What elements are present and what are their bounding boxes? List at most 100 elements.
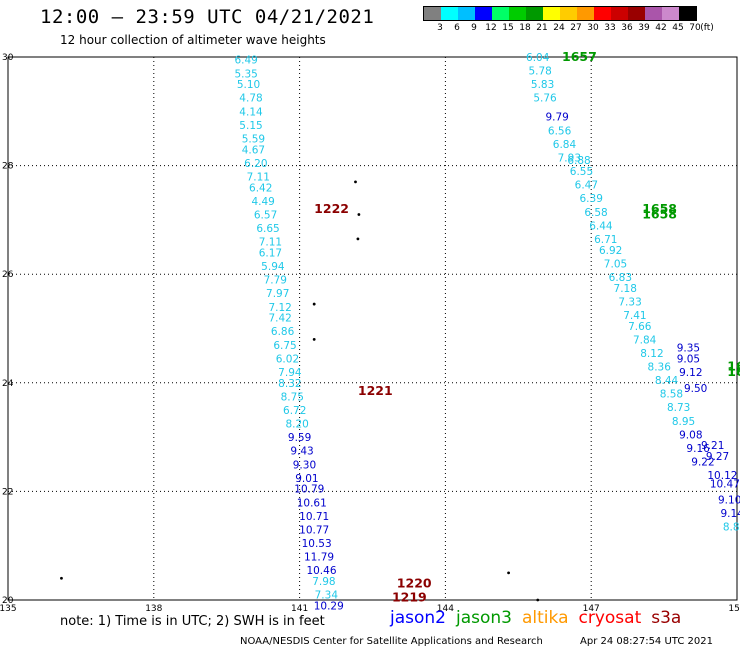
swh-label: 6.17 (259, 247, 282, 259)
legend-swatch (543, 7, 560, 20)
pass-time-label: 1658 (642, 206, 677, 221)
color-legend: 3 6 9 12 15 18 21 24 27 30 33 36 39 42 45 70 (ft) (423, 6, 714, 35)
swh-label: 8.73 (667, 402, 690, 414)
swh-label: 9.16 (686, 443, 710, 455)
swh-label: 7.98 (312, 576, 335, 588)
swh-label: 9.01 (295, 473, 318, 485)
pass-time-label: 1220 (397, 576, 432, 591)
swh-label: 8.32 (278, 378, 301, 390)
swh-label: 7.42 (268, 313, 291, 325)
legend-label: 9 (471, 23, 477, 33)
swh-label: 9.10 (718, 495, 740, 507)
swh-label: 4.49 (251, 196, 274, 208)
land-point (312, 302, 316, 306)
legend-label: 30 (587, 23, 599, 33)
swh-label: 10.71 (299, 511, 329, 523)
satellite-s3a: s3a (651, 608, 682, 628)
swh-label: 8.88 (723, 522, 740, 534)
legend-label: 24 (553, 23, 565, 33)
swh-label: 8.95 (672, 416, 695, 428)
land-point (312, 337, 316, 341)
swh-label: 7.11 (259, 237, 282, 249)
lat-tick-label: 22 (2, 487, 13, 497)
swh-label: 4.14 (239, 106, 263, 118)
lon-tick-label: 138 (145, 604, 162, 614)
lat-tick-label: 30 (2, 53, 14, 63)
lon-tick-label: 150 (728, 604, 740, 614)
satellite-jason3: jason3 (456, 608, 512, 628)
swh-label: 5.15 (239, 120, 262, 132)
satellite-jason2: jason2 (390, 608, 446, 628)
legend-swatch (662, 7, 679, 20)
legend-label: 6 (454, 23, 460, 33)
swh-label: 6.72 (283, 405, 306, 417)
timestamp-text: Apr 24 08:27:54 UTC 2021 (580, 636, 713, 647)
swh-label: 6.04 (526, 52, 550, 64)
land-point (357, 213, 361, 216)
swh-label: 9.21 (701, 440, 724, 452)
footer-note: note: 1) Time is in UTC; 2) SWH is in fe… (60, 614, 325, 629)
swh-label: 6.75 (273, 340, 296, 352)
legend-label: 21 (536, 23, 548, 33)
legend-label: 70 (689, 23, 701, 33)
legend-swatch (424, 7, 441, 20)
swh-label: 8.12 (640, 348, 663, 360)
page-subtitle: 12 hour collection of altimeter wave hei… (60, 33, 326, 47)
swh-label: 9.50 (684, 383, 707, 395)
legend-label: 36 (621, 23, 633, 33)
swh-label: 10.46 (306, 565, 336, 577)
legend-label: 39 (638, 23, 650, 33)
legend-swatch (577, 7, 594, 20)
swh-label: 6.56 (548, 125, 572, 137)
swh-label: 6.47 (575, 180, 598, 192)
legend-label: 15 (502, 23, 514, 33)
legend-swatch (441, 7, 458, 20)
swh-label: 6.42 (249, 182, 272, 194)
swh-label: 7.41 (623, 310, 646, 322)
swh-label: 6.02 (276, 353, 299, 365)
swh-label: 10.77 (299, 524, 329, 536)
swh-label: 7.93 (558, 152, 581, 164)
pass-time-label: 1659 (727, 364, 740, 379)
swh-label: 4.78 (239, 93, 262, 105)
swh-label: 9.30 (293, 459, 316, 471)
swh-label: 7.05 (604, 258, 627, 270)
legend-swatch (475, 7, 492, 20)
swh-label: 7.94 (278, 367, 302, 379)
swh-label: 6.58 (584, 207, 607, 219)
page-title: 12:00 — 23:59 UTC 04/21/2021 (40, 6, 375, 28)
swh-label: 6.92 (599, 245, 622, 257)
swh-label: 5.83 (531, 79, 554, 91)
lat-tick-label: 20 (2, 596, 14, 606)
swh-label: 10.79 (294, 484, 324, 496)
swh-label: 5.78 (528, 66, 551, 78)
swh-label: 6.55 (570, 166, 593, 178)
lat-tick-label: 24 (2, 379, 14, 389)
swh-label: 9.12 (679, 367, 702, 379)
pass-time-label: 1221 (358, 383, 393, 398)
swh-label: 5.35 (234, 68, 257, 80)
swh-label: 9.27 (706, 451, 729, 463)
swh-label: 8.36 (648, 362, 672, 374)
legend-swatch (645, 7, 662, 20)
swh-label: 6.57 (254, 209, 277, 221)
pass-time-label: 1658 (642, 201, 677, 216)
legend-labels: 3 6 9 12 15 18 21 24 27 30 33 36 39 42 45 70 (ft) (423, 21, 714, 35)
swh-label: 9.59 (288, 432, 311, 444)
legend-label: 12 (485, 23, 497, 33)
land-point (507, 571, 510, 575)
legend-swatch (509, 7, 526, 20)
pass-time-label: 1657 (562, 49, 597, 64)
swh-label: 7.18 (614, 283, 637, 295)
legend-swatch (611, 7, 628, 20)
land-point (60, 576, 63, 580)
legend-label: 42 (655, 23, 667, 33)
swh-label: 8.20 (285, 419, 308, 431)
swh-label: 6.49 (234, 55, 257, 67)
lon-tick-label: 135 (0, 604, 17, 614)
legend-swatch (492, 7, 509, 20)
swh-label: 8.44 (655, 375, 679, 387)
lon-tick-label: 141 (291, 604, 308, 614)
swh-label: 9.14 (720, 508, 740, 520)
